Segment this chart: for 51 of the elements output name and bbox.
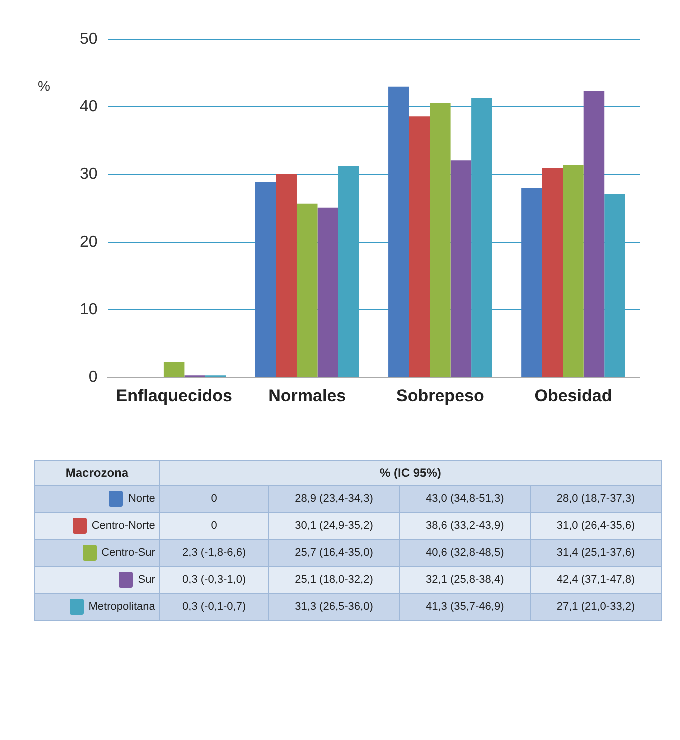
data-label: 28,0 (18,7-37,3) bbox=[530, 486, 662, 512]
legend-label: Norte bbox=[34, 486, 160, 512]
data-label: 25,7 (16,4-35,0) bbox=[268, 540, 400, 566]
data-label: 42,4 (37,1-47,8) bbox=[530, 566, 662, 594]
data-label: 31,0 (26,4-35,6) bbox=[530, 512, 662, 540]
data-label: 2,3 (-1,8-6,6) bbox=[160, 540, 269, 566]
x-tick-label: Obesidad bbox=[534, 386, 612, 406]
data-label: 31,3 (26,5-36,0) bbox=[268, 594, 400, 620]
legend-label: Centro-Sur bbox=[34, 540, 160, 566]
data-label: 28,9 (23,4-34,3) bbox=[268, 486, 400, 512]
bar bbox=[276, 174, 297, 378]
bar bbox=[388, 86, 410, 378]
bar bbox=[409, 116, 430, 378]
x-tick-label: Enflaquecidos bbox=[116, 386, 232, 406]
text: % (IC 95%) bbox=[160, 460, 662, 486]
bar bbox=[522, 188, 542, 378]
y-tick-label: 20 bbox=[80, 234, 98, 251]
data-label: 0,3 (-0,3-1,0) bbox=[160, 566, 269, 594]
data-label: 38,6 (33,2-43,9) bbox=[400, 512, 531, 540]
data-label: 31,4 (25,1-37,6) bbox=[530, 540, 662, 566]
data-label: 32,1 (25,8-38,4) bbox=[400, 566, 531, 594]
bar bbox=[318, 208, 339, 378]
data-label: 0 bbox=[160, 512, 269, 540]
bar bbox=[450, 160, 472, 378]
y-axis-title: % bbox=[38, 78, 50, 94]
y-tick-label: 50 bbox=[80, 31, 98, 48]
x-tick-label: Sobrepeso bbox=[396, 386, 484, 406]
data-label: 43,0 (34,8-51,3) bbox=[400, 486, 531, 512]
data-label: 0,3 (-0,1-0,7) bbox=[160, 594, 269, 620]
data-label: 27,1 (21,0-33,2) bbox=[530, 594, 662, 620]
bar bbox=[296, 204, 318, 378]
y-tick-label: 30 bbox=[80, 166, 98, 184]
bar bbox=[584, 90, 605, 378]
legend-label: Sur bbox=[34, 566, 160, 594]
legend-title: Macrozona bbox=[34, 460, 160, 486]
y-tick-label: 10 bbox=[80, 301, 98, 318]
x-tick-label: Normales bbox=[268, 386, 346, 406]
bar bbox=[430, 103, 451, 378]
data-label: 30,1 (24,9-35,2) bbox=[268, 512, 400, 540]
bar bbox=[164, 362, 185, 378]
y-tick-label: 40 bbox=[80, 98, 98, 116]
bar bbox=[563, 165, 584, 378]
legend-label: Metropolitana bbox=[34, 594, 160, 620]
data-label: 40,6 (32,8-48,5) bbox=[400, 540, 531, 566]
data-label: 25,1 (18,0-32,2) bbox=[268, 566, 400, 594]
bar bbox=[542, 168, 564, 378]
data-label: 0 bbox=[160, 486, 269, 512]
data-label: 41,3 (35,7-46,9) bbox=[400, 594, 531, 620]
legend-label: Centro-Norte bbox=[34, 512, 160, 540]
bar bbox=[255, 182, 276, 378]
y-tick-label: 0 bbox=[88, 369, 98, 386]
